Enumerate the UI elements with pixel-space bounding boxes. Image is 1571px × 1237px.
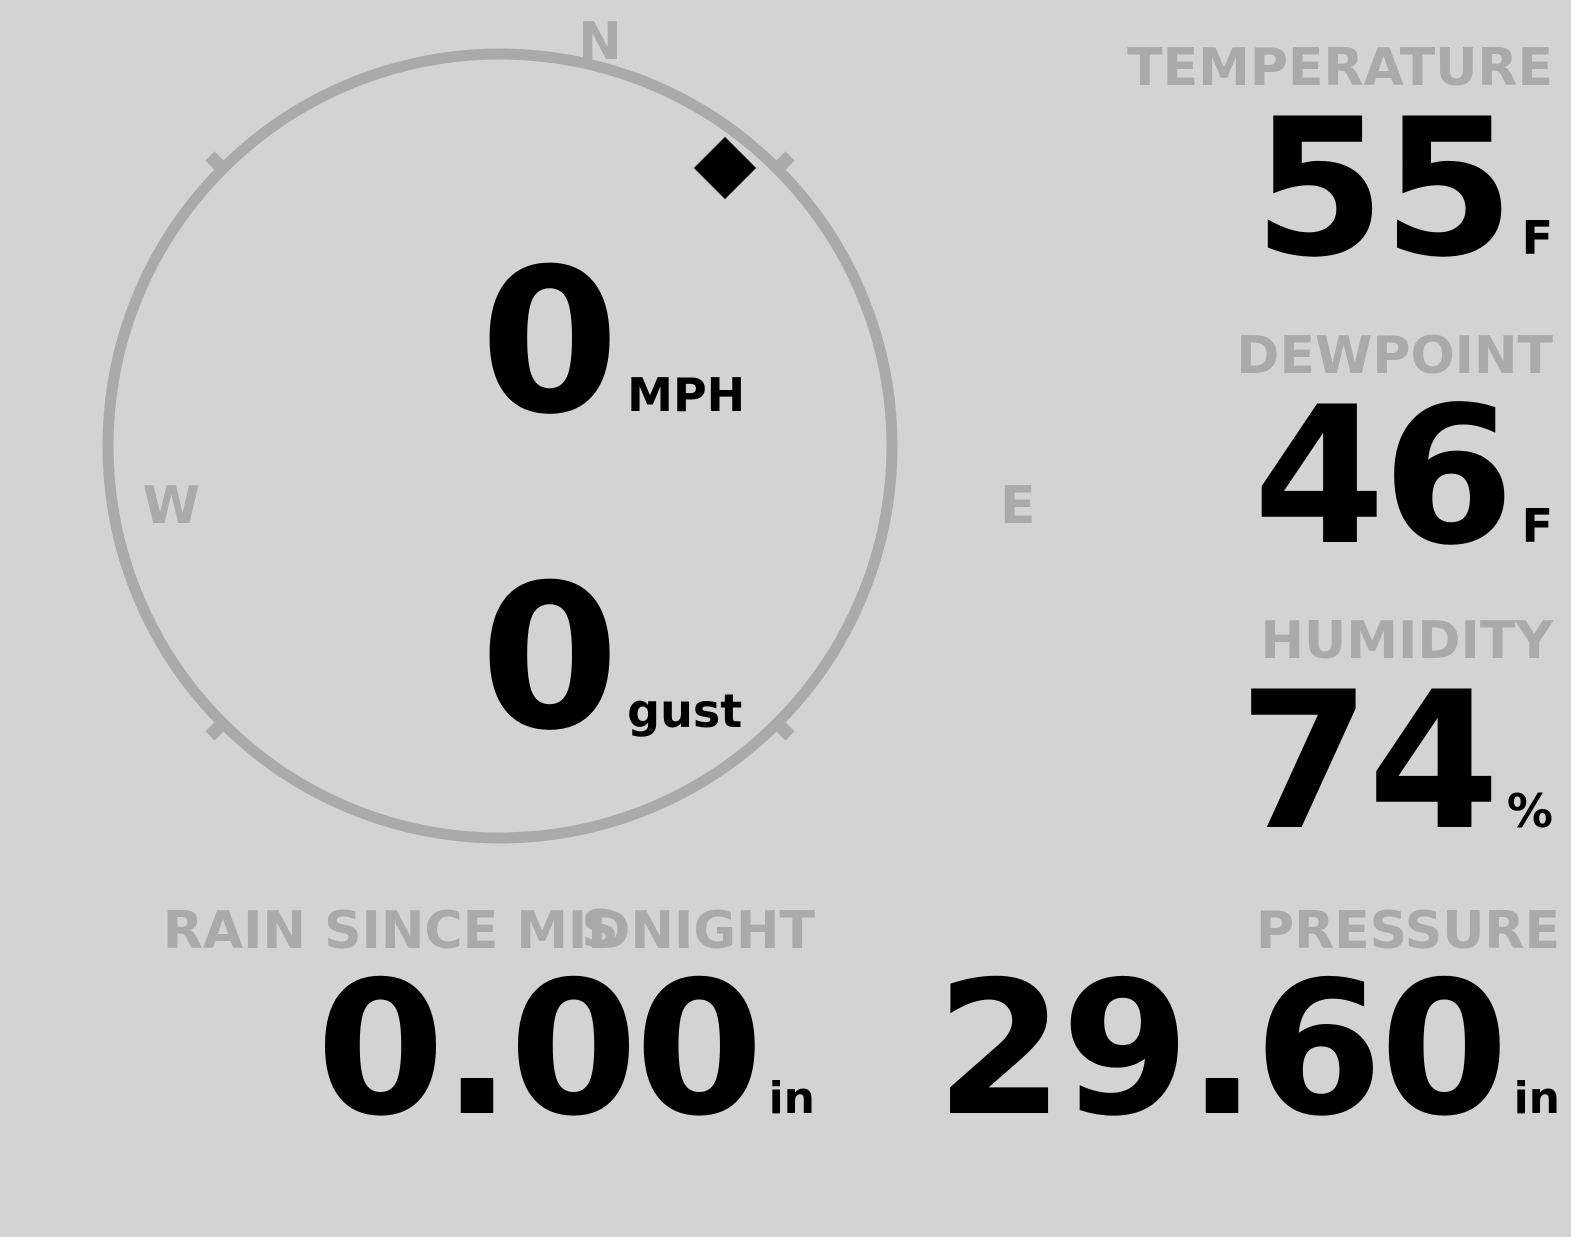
rain-value: 0.00 <box>316 941 763 1157</box>
temperature-label: TEMPERATURE <box>1127 38 1553 98</box>
temperature-value: 55 <box>1253 78 1514 299</box>
pressure-value-row: 29.60 in <box>860 957 1560 1142</box>
wind-gust-readout: 0 gust <box>480 542 743 775</box>
compass-label-east: E <box>1000 476 1036 536</box>
wind-compass: N E S W 0 MPH 0 gust <box>100 16 1036 956</box>
dewpoint-label: DEWPOINT <box>1236 326 1553 386</box>
dewpoint-value: 46 <box>1253 366 1514 587</box>
wind-gust-unit: gust <box>627 684 743 738</box>
humidity-readout: HUMIDITY 74 % <box>953 611 1554 872</box>
humidity-unit: % <box>1506 784 1553 838</box>
temperature-value-row: 55 F <box>953 94 1553 284</box>
pressure-value: 29.60 <box>935 941 1508 1157</box>
rain-value-row: 0.00 in <box>150 957 815 1142</box>
rain-label: RAIN SINCE MIDNIGHT <box>162 901 815 961</box>
wind-speed-unit: MPH <box>627 368 746 422</box>
pressure-readout: PRESSURE 29.60 in <box>860 905 1560 1142</box>
rain-unit: in <box>768 1073 815 1124</box>
dewpoint-value-row: 46 F <box>953 382 1553 572</box>
compass-label-west: W <box>142 476 200 536</box>
wind-speed-value: 0 <box>480 226 619 459</box>
dewpoint-readout: DEWPOINT 46 F <box>953 330 1553 572</box>
pressure-label: PRESSURE <box>1255 901 1560 961</box>
wind-gust-value: 0 <box>480 542 619 775</box>
temperature-unit: F <box>1521 211 1553 265</box>
compass-label-south: S <box>581 900 619 960</box>
dewpoint-unit: F <box>1521 499 1553 553</box>
pressure-unit: in <box>1513 1073 1560 1124</box>
temperature-readout: TEMPERATURE 55 F <box>953 42 1553 284</box>
compass-ring-icon <box>102 48 898 844</box>
humidity-label: HUMIDITY <box>1260 611 1553 671</box>
wind-speed-readout: 0 MPH <box>480 226 746 459</box>
humidity-value-row: 74 % <box>953 651 1554 872</box>
compass-label-north: N <box>578 12 622 72</box>
rain-readout: RAIN SINCE MIDNIGHT 0.00 in <box>150 905 815 1142</box>
humidity-value: 74 <box>1238 651 1500 872</box>
